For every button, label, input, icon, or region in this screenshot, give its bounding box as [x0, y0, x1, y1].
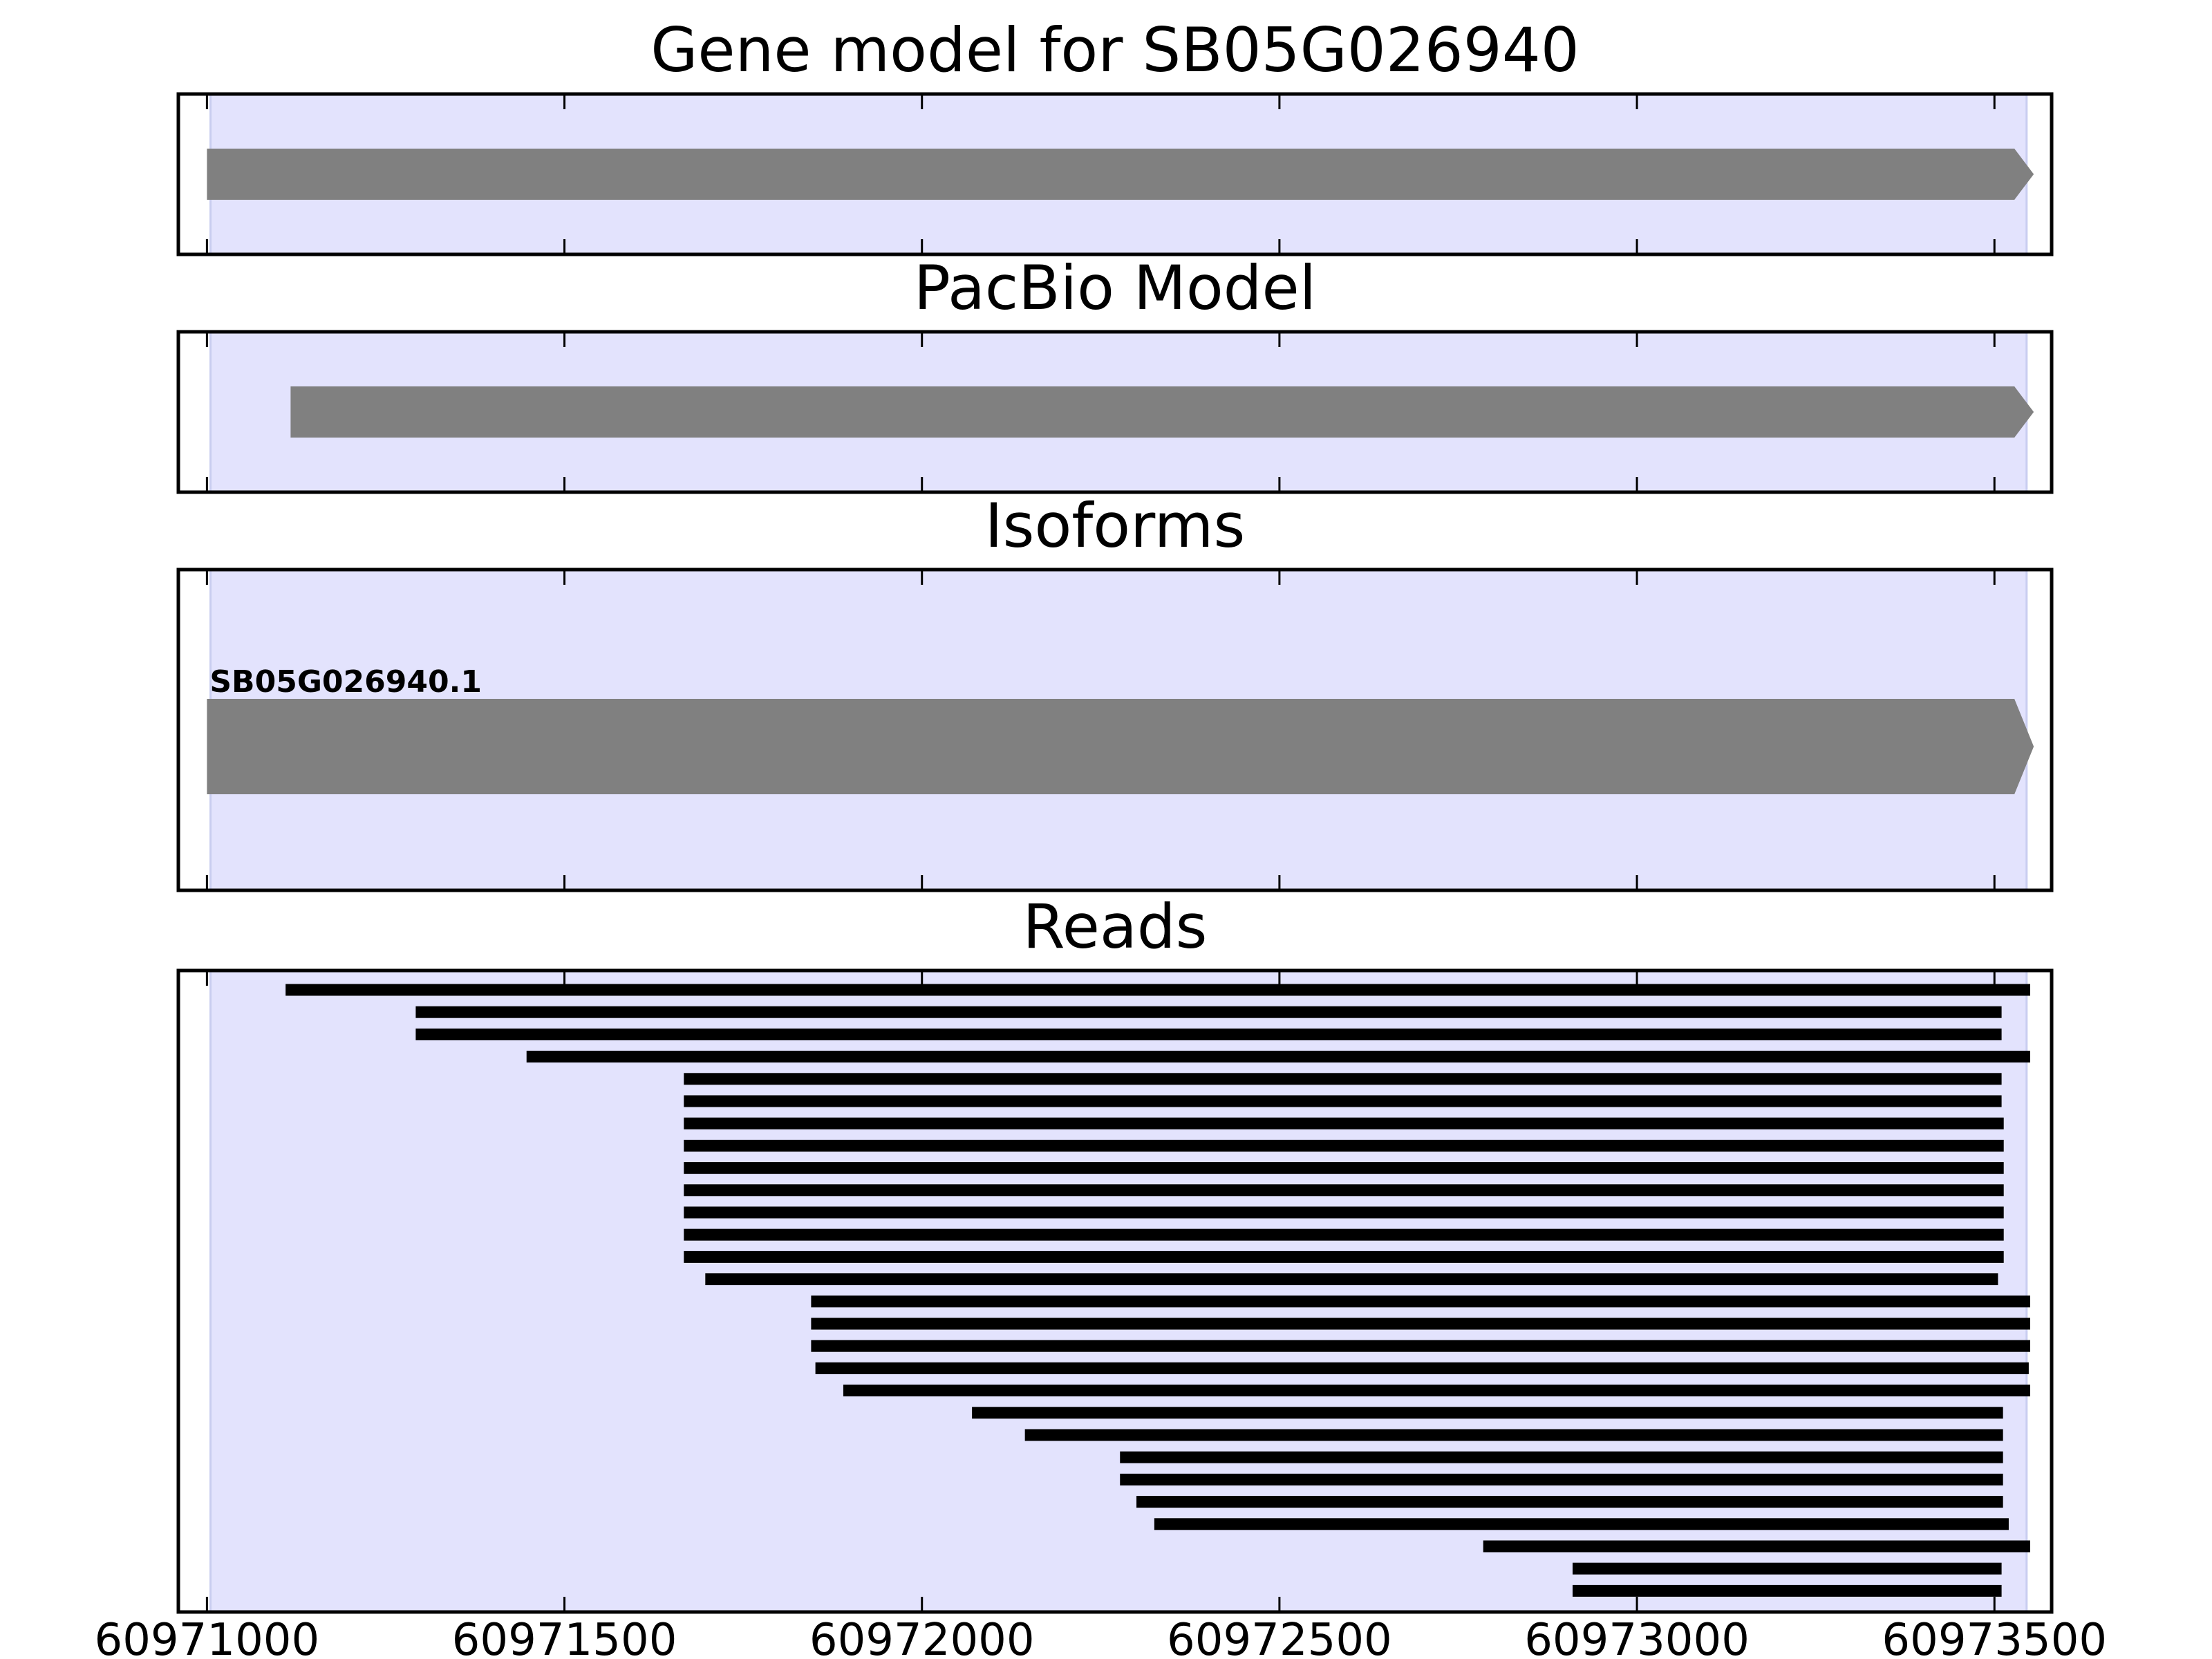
read-bar [1120, 1473, 2003, 1485]
read-bar [1483, 1540, 2030, 1553]
read-bar [811, 1318, 2030, 1330]
read-bar [972, 1407, 2003, 1419]
read-bar [1572, 1584, 2002, 1597]
x-tick-label: 60972500 [1167, 1615, 1392, 1659]
read-bar [1136, 1496, 2003, 1508]
read-bar [815, 1362, 2029, 1374]
gene-feature-arrow [207, 699, 2034, 794]
panel-title: Gene model for SB05G026940 [650, 15, 1580, 86]
read-bar [843, 1385, 2030, 1397]
x-tick-label: 60973500 [1882, 1615, 2107, 1659]
gene-feature-arrow [207, 149, 2034, 200]
panels: Gene model for SB05G026940 PacBio Model SB… [94, 15, 2107, 1659]
read-bar [684, 1206, 2004, 1219]
read-bar [684, 1095, 2002, 1107]
panel-title: Reads [1023, 891, 1208, 962]
read-bar [285, 984, 2030, 996]
panel-title: Isoforms [985, 490, 1246, 561]
read-bar [705, 1273, 1998, 1286]
axes-frame [176, 568, 2054, 892]
read-bar [684, 1184, 2004, 1197]
read-bar [526, 1051, 2030, 1063]
read-bar [684, 1073, 2002, 1085]
x-tick-label: 60971000 [94, 1615, 319, 1659]
panel-0: Gene model for SB05G026940 [176, 15, 2054, 256]
read-bar [684, 1139, 2004, 1152]
isoform-label: SB05G026940.1 [209, 664, 482, 700]
x-tick-label: 60973000 [1524, 1615, 1750, 1659]
axes-frame [176, 92, 2054, 256]
read-bar [1154, 1518, 2009, 1530]
read-bar [684, 1228, 2004, 1241]
axes-frame [176, 968, 2054, 1614]
read-bar [415, 1006, 2002, 1018]
read-bar [415, 1028, 2002, 1040]
panel-1: PacBio Model [176, 252, 2054, 494]
x-tick-label: 60972000 [809, 1615, 1035, 1659]
read-bar [684, 1250, 2004, 1263]
read-bar [684, 1117, 2004, 1130]
read-bar [1024, 1429, 2003, 1441]
read-bar [1120, 1451, 2003, 1463]
panel-title: PacBio Model [914, 252, 1316, 324]
panel-3: Reads [176, 891, 2054, 1614]
read-bar [811, 1340, 2030, 1352]
axes-frame [176, 330, 2054, 494]
read-bar [811, 1295, 2030, 1308]
gene-feature-arrow [290, 386, 2034, 438]
read-bar [684, 1162, 2004, 1174]
shaded-region [210, 971, 2027, 1612]
panel-2: SB05G026940.1 Isoforms [176, 490, 2054, 892]
x-tick-label: 60971500 [452, 1615, 677, 1659]
read-bar [1572, 1562, 2002, 1575]
